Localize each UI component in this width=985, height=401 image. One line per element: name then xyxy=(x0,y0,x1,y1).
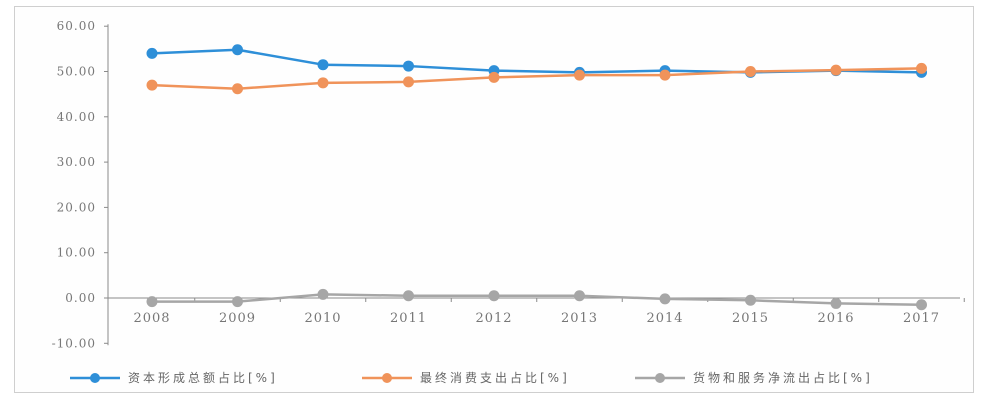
x-tick-label: 2009 xyxy=(219,311,256,326)
y-tick-label: 10.00 xyxy=(57,246,96,260)
data-point xyxy=(232,83,243,95)
y-tick-label: 0.00 xyxy=(65,291,96,305)
data-point xyxy=(403,60,414,72)
series-2 xyxy=(146,62,927,95)
data-point xyxy=(830,64,842,76)
y-tick-label: -10.00 xyxy=(52,336,96,350)
data-point xyxy=(574,290,585,302)
data-point xyxy=(403,290,414,302)
data-point xyxy=(745,66,756,77)
data-point xyxy=(146,47,158,59)
legend-label: 资本形成总额占比[%] xyxy=(128,370,278,385)
x-tick-label: 2013 xyxy=(561,311,598,326)
series-1 xyxy=(146,44,927,78)
x-tick-label: 2014 xyxy=(646,311,683,326)
data-point xyxy=(232,296,243,308)
legend-swatch-marker xyxy=(382,373,392,383)
x-tick-label: 2016 xyxy=(817,311,854,326)
legend-label: 货物和服务净流出占比[%] xyxy=(693,370,873,385)
data-point xyxy=(317,288,329,300)
data-point xyxy=(317,77,329,89)
series-line xyxy=(151,67,922,90)
data-point xyxy=(146,79,158,91)
y-tick-label: 40.00 xyxy=(57,110,96,124)
x-tick-label: 2011 xyxy=(390,311,427,326)
legend-swatch-marker xyxy=(90,373,100,383)
y-tick-label: 60.00 xyxy=(57,19,96,33)
data-point xyxy=(745,294,756,306)
series-line xyxy=(151,48,922,74)
data-point xyxy=(659,69,671,81)
data-point xyxy=(146,296,158,308)
y-tick-label: 20.00 xyxy=(57,200,96,214)
series-line xyxy=(152,293,922,307)
data-point xyxy=(488,71,500,83)
data-point xyxy=(403,76,414,88)
data-point xyxy=(916,299,927,311)
data-point xyxy=(659,293,671,305)
legend-item-2: 最终消费支出占比[%] xyxy=(362,370,570,385)
legend-item-3: 货物和服务净流出占比[%] xyxy=(635,370,873,385)
legend-item-1: 资本形成总额占比[%] xyxy=(70,370,278,385)
data-point xyxy=(488,290,500,302)
x-tick-label: 2012 xyxy=(475,311,512,326)
legend-label: 最终消费支出占比[%] xyxy=(420,370,570,385)
x-tick-label: 2008 xyxy=(133,311,170,326)
data-point xyxy=(232,44,243,56)
y-tick-label: 50.00 xyxy=(57,65,96,79)
legend-swatch-marker xyxy=(655,373,665,383)
x-tick-label: 2010 xyxy=(304,311,341,326)
data-point xyxy=(574,69,585,81)
y-tick-label: 30.00 xyxy=(57,155,96,169)
data-point xyxy=(830,297,842,309)
x-tick-label: 2015 xyxy=(732,311,769,326)
x-tick-label: 2017 xyxy=(903,311,940,326)
data-point xyxy=(317,59,329,71)
series-3 xyxy=(146,288,927,311)
data-point xyxy=(916,62,927,74)
